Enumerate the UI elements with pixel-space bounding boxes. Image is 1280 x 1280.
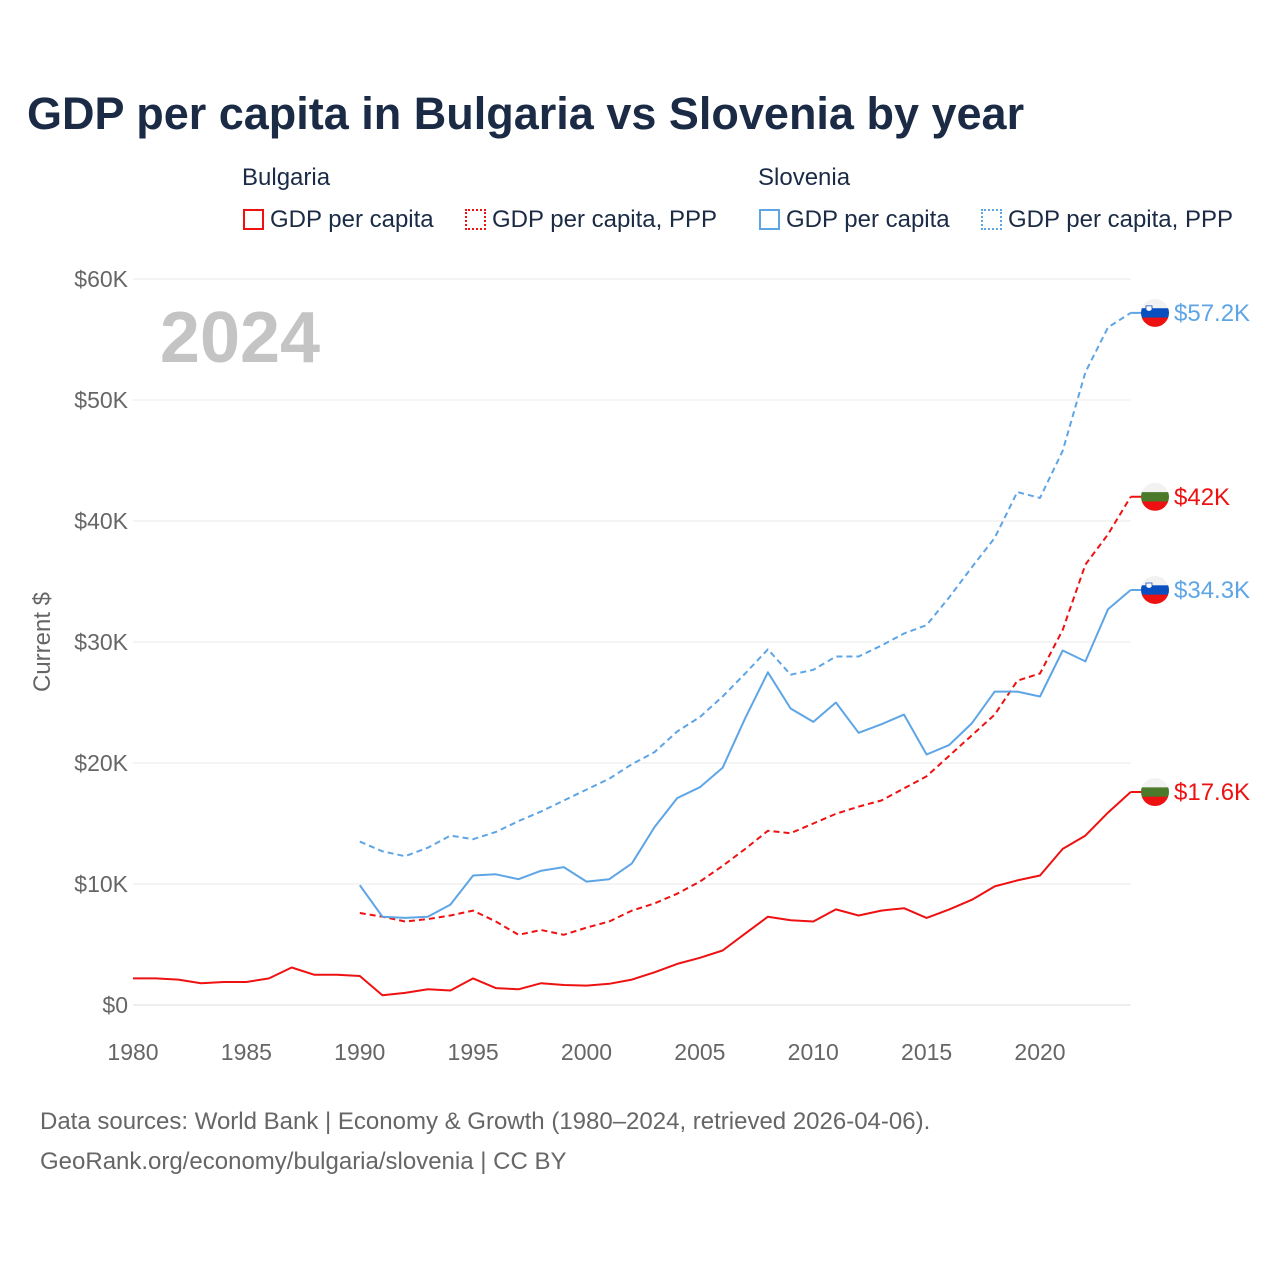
end-value-label: $57.2K [1174,300,1250,327]
x-tick-label: 2005 [674,1039,725,1065]
legend-group-bulgaria: Bulgaria [242,164,331,191]
legend-label: GDP per capita, PPP [1008,206,1233,233]
y-tick-label: $20K [74,750,128,776]
legend-item-bulgaria-gdp[interactable]: GDP per capita [243,206,434,234]
series-line [359,496,1132,936]
legend-group-slovenia: Slovenia [758,164,851,191]
legend-item-bulgaria-ppp[interactable]: GDP per capita, PPP [465,206,717,234]
y-tick-label: $0 [102,992,128,1018]
y-axis-label: Current $ [29,592,56,692]
series-line [358,589,1132,919]
legend-swatch [759,209,780,230]
legend-swatch [981,209,1002,230]
slovenia-flag-icon [1141,298,1169,327]
y-tick-label: $60K [74,266,128,292]
legend-item-slovenia-gdp[interactable]: GDP per capita [759,206,950,234]
source-line-2: GeoRank.org/economy/bulgaria/slovenia | … [40,1148,567,1175]
x-tick-label: 1985 [221,1039,272,1065]
year-watermark: 2024 [160,298,320,378]
y-tick-label: $40K [74,508,128,534]
end-value-label: $17.6K [1174,779,1250,806]
chart-title: GDP per capita in Bulgaria vs Slovenia b… [27,88,1025,139]
legend-item-slovenia-ppp[interactable]: GDP per capita, PPP [981,206,1233,234]
x-tick-label: 2000 [561,1039,612,1065]
slovenia-flag-icon [1141,575,1169,604]
legend-swatch [243,209,264,230]
legend-label: GDP per capita [786,206,950,233]
series-line [133,791,1132,997]
legend-swatch [465,209,486,230]
x-tick-label: 2010 [788,1039,839,1065]
bulgaria-flag-icon [1141,482,1169,511]
end-value-label: $42K [1174,484,1230,511]
source-line-1: Data sources: World Bank | Economy & Gro… [40,1108,931,1135]
x-tick-label: 2015 [901,1039,952,1065]
legend-label: GDP per capita, PPP [492,206,717,233]
y-tick-label: $30K [74,629,128,655]
y-tick-label: $50K [74,387,128,413]
x-tick-label: 1980 [107,1039,158,1065]
end-value-label: $34.3K [1174,577,1250,604]
y-tick-label: $10K [74,871,128,897]
legend-label: GDP per capita [270,206,434,233]
x-tick-label: 2020 [1014,1039,1065,1065]
x-tick-label: 1990 [334,1039,385,1065]
bulgaria-flag-icon [1141,778,1169,807]
series-line [359,312,1132,858]
x-tick-label: 1995 [448,1039,499,1065]
